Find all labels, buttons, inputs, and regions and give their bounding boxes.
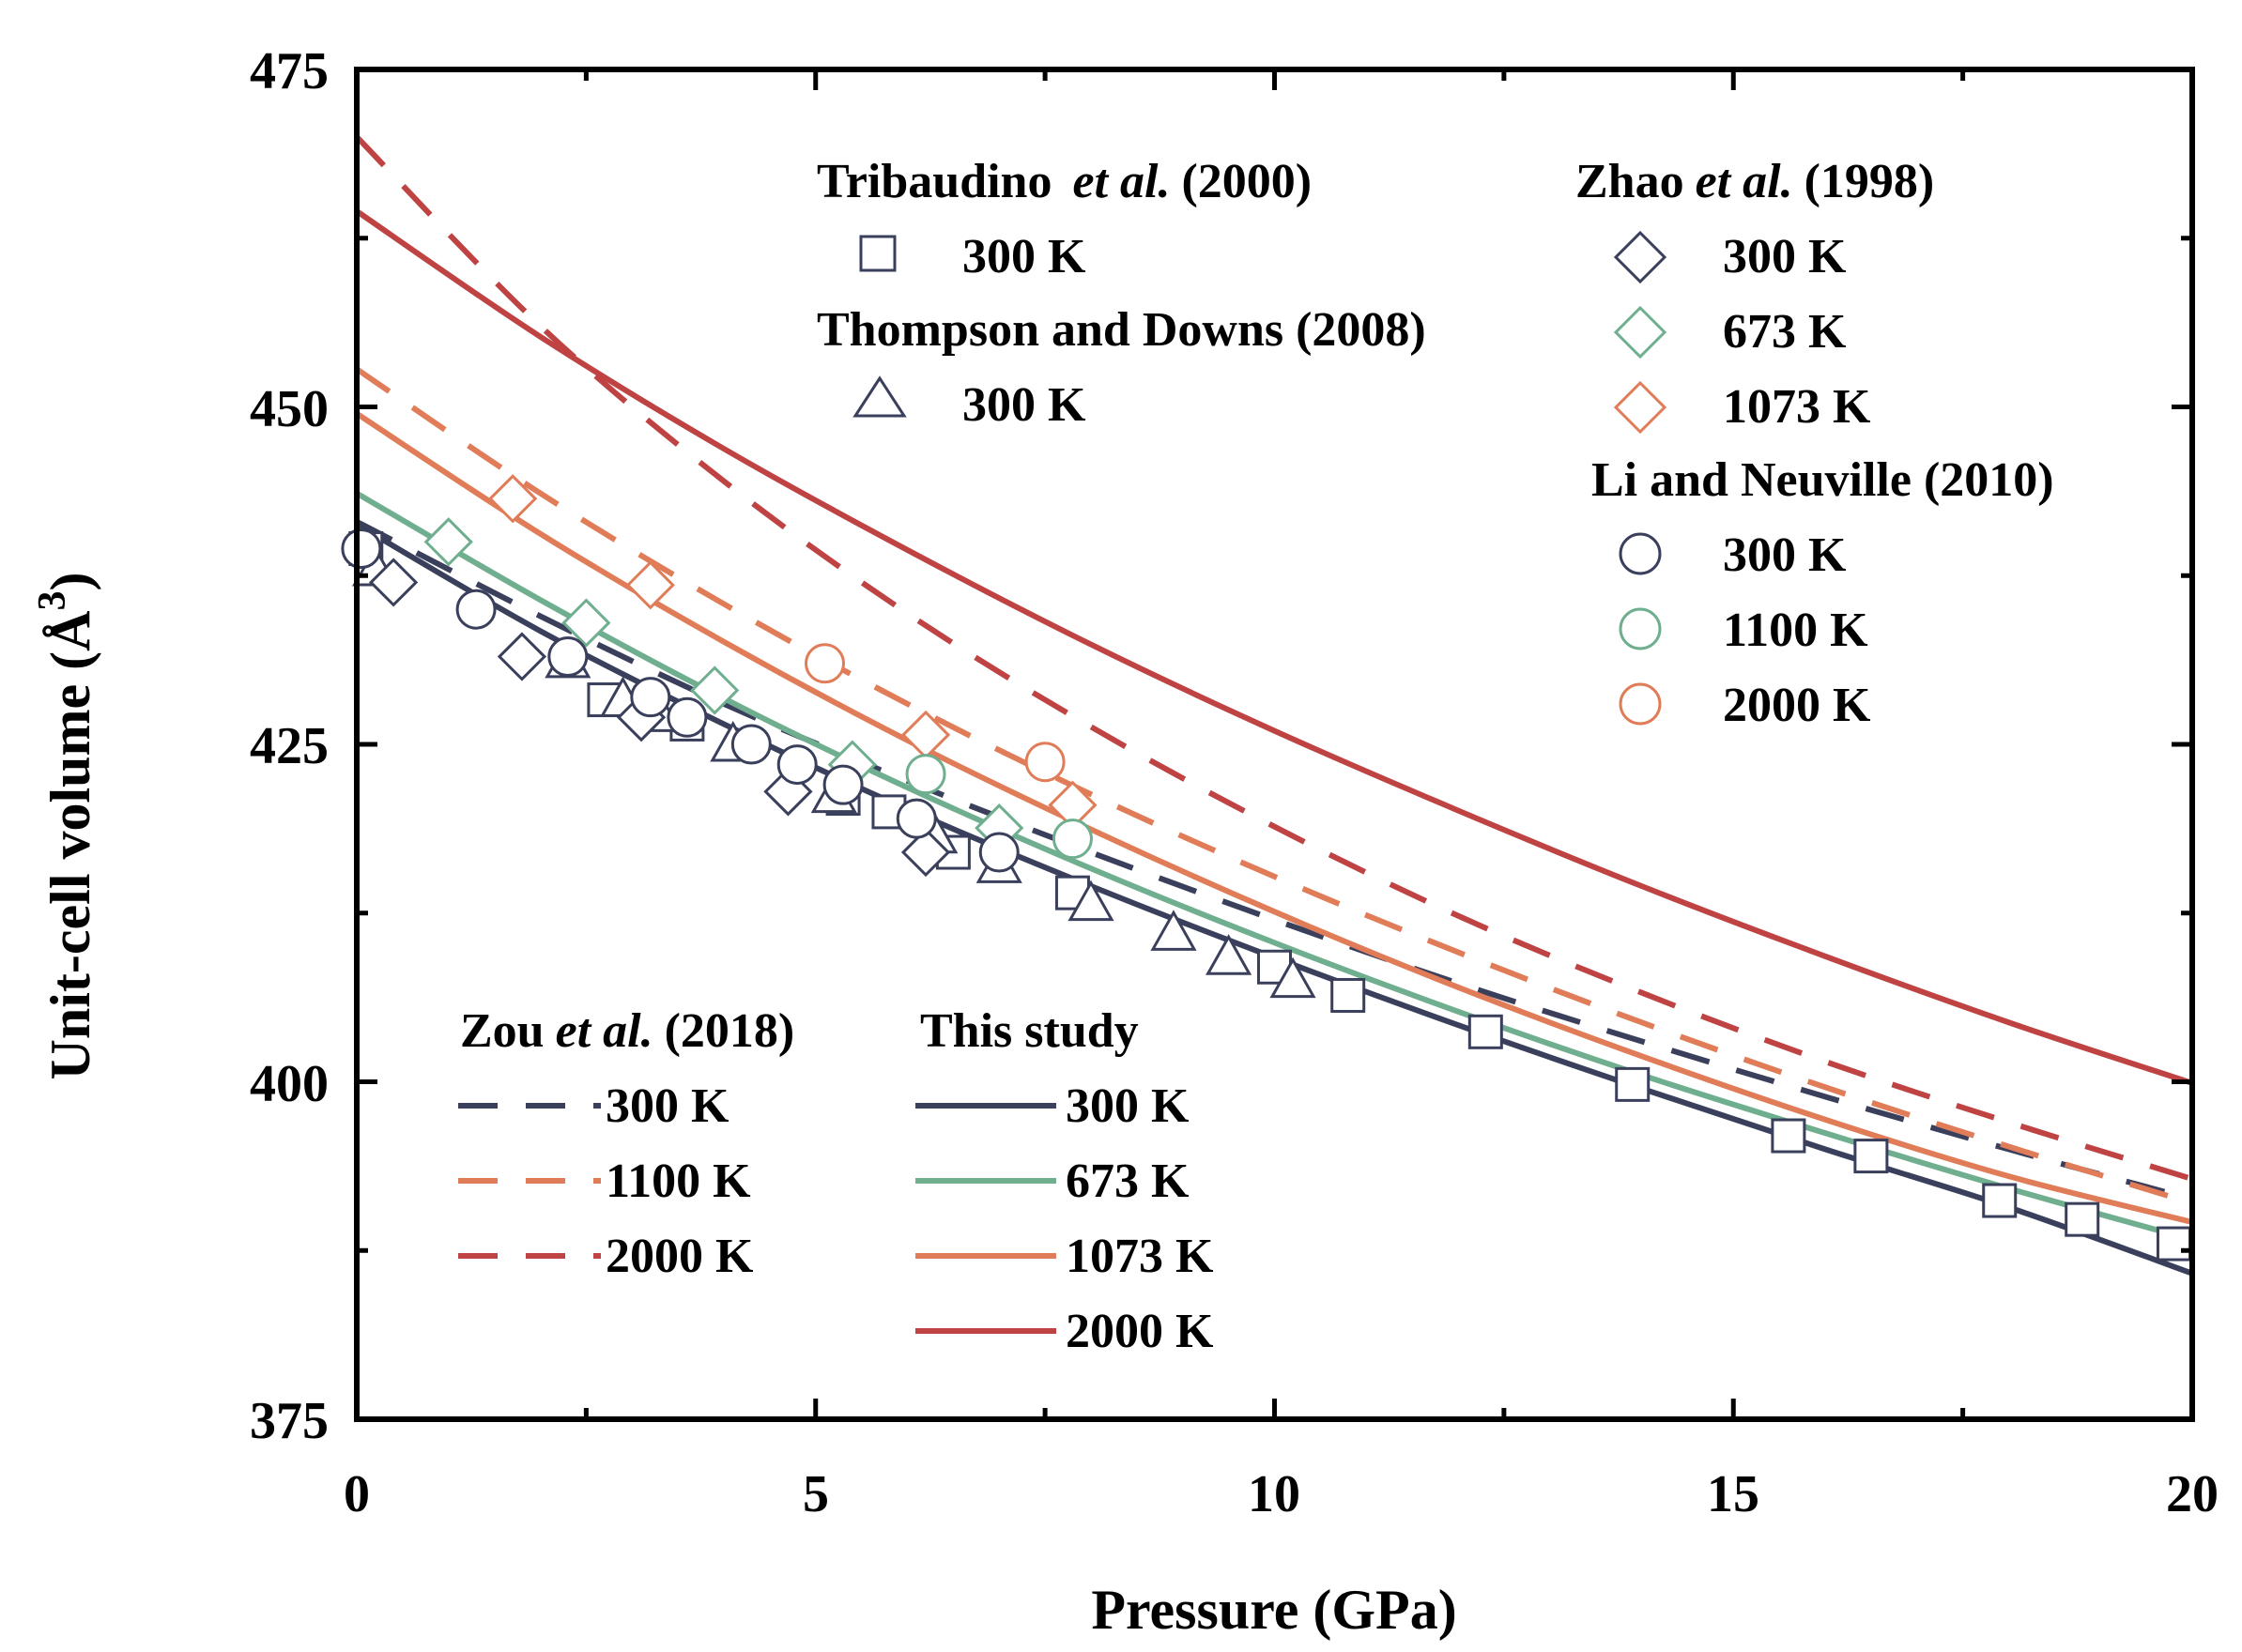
x-tick-label: 15 — [1707, 1465, 1759, 1523]
legend-label: 1073 K — [1723, 380, 1871, 434]
data-point-square — [1982, 1183, 2018, 1218]
legend-label: 1100 K — [606, 1155, 751, 1208]
y-axis-title: Unit-cell volume (Å3) — [31, 573, 101, 1080]
data-point-diamond — [497, 632, 547, 681]
legend-label: 300 K — [1723, 230, 1847, 283]
data-point-diamond — [368, 558, 419, 607]
data-point-square — [1467, 1014, 1503, 1049]
series-line-this-study-2000-k — [355, 208, 2193, 1086]
data-point-square — [1853, 1139, 1889, 1174]
series-line-zou-et-al-2018-300-k — [355, 519, 2193, 1202]
legend-label: 1100 K — [1723, 604, 1868, 657]
x-tick-label: 0 — [344, 1465, 370, 1523]
circle-marker-icon — [1619, 682, 1662, 726]
legend-top-right: Zhao et al. (1998) 300 K 673 K 1073 K Li a… — [1575, 155, 2054, 732]
data-point-square — [1330, 977, 1366, 1013]
y-tick-label: 425 — [250, 717, 329, 775]
legend-label: 2000 K — [1066, 1305, 1214, 1358]
legend-label: 300 K — [1066, 1079, 1190, 1133]
triangle-marker-icon — [852, 375, 907, 418]
data-point-circle — [455, 589, 497, 630]
x-axis-title: Pressure (GPa) — [1091, 1579, 1456, 1641]
y-tick-label: 450 — [250, 380, 329, 438]
data-point-diamond — [423, 517, 473, 567]
data-point-triangle — [1067, 880, 1114, 922]
data-markers — [341, 474, 2191, 1262]
legend-title-zhao: Zhao et al. (1998) — [1575, 155, 1934, 208]
data-point-circle — [776, 744, 818, 786]
legend-label: 300 K — [1723, 528, 1847, 582]
data-point-circle — [730, 724, 772, 765]
data-point-triangle — [1150, 910, 1197, 951]
legend-bottom: Zou et al. (2018) 300 K 1100 K 2000 K This… — [458, 1004, 1214, 1358]
data-point-diamond — [488, 474, 538, 524]
legend-title-zou: Zou et al. (2018) — [460, 1004, 794, 1058]
legend-label: 673 K — [1723, 305, 1847, 359]
y-tick-label: 400 — [250, 1055, 329, 1113]
data-point-circle — [805, 643, 846, 684]
data-point-triangle — [1205, 934, 1252, 975]
data-point-circle — [630, 677, 671, 718]
data-point-circle — [978, 832, 1020, 873]
legend-label: 2000 K — [1723, 679, 1871, 732]
data-point-square — [1615, 1066, 1651, 1102]
x-tick-label: 10 — [1248, 1465, 1300, 1523]
data-point-diamond — [561, 598, 611, 648]
x-tick-labels: 0 5 10 15 20 — [344, 1465, 2219, 1523]
data-point-square — [2065, 1201, 2100, 1237]
y-tick-labels: 375 400 425 450 475 — [250, 42, 329, 1450]
x-tick-label: 20 — [2166, 1465, 2219, 1523]
legend-label: 673 K — [1066, 1155, 1190, 1208]
y-tick-label: 475 — [250, 42, 329, 100]
data-point-circle — [896, 798, 937, 839]
data-point-circle — [341, 528, 382, 569]
legend-label: 300 K — [962, 378, 1086, 432]
y-tick-label: 375 — [250, 1392, 329, 1450]
axis-ticks — [354, 67, 2195, 1422]
diamond-marker-icon — [1613, 380, 1667, 435]
legend-label: 300 K — [962, 230, 1086, 283]
legend-title-li: Li and Neuville (2010) — [1591, 453, 2054, 507]
legend-title-tribaudino: Tribaudino et al. (2000) — [817, 155, 1312, 208]
data-point-square — [1771, 1118, 1806, 1154]
data-point-diamond — [625, 560, 675, 610]
x-tick-label: 5 — [803, 1465, 829, 1523]
data-point-circle — [905, 754, 946, 795]
legend-top-left: Tribaudino et al. (2000) 300 K Thompson an… — [817, 155, 1426, 432]
data-point-square — [2156, 1226, 2191, 1262]
data-point-diamond — [690, 665, 740, 715]
legend-label: 2000 K — [606, 1230, 754, 1283]
data-point-circle — [1052, 818, 1093, 860]
diamond-marker-icon — [1613, 305, 1667, 359]
data-point-circle — [822, 764, 864, 805]
data-point-circle — [1024, 742, 1066, 783]
square-marker-icon — [859, 235, 897, 272]
legend-label: 300 K — [606, 1079, 729, 1133]
data-point-circle — [547, 636, 589, 678]
legend-label: 1073 K — [1066, 1230, 1214, 1283]
circle-marker-icon — [1619, 532, 1662, 575]
legend-title-this-study: This study — [920, 1004, 1139, 1058]
circle-marker-icon — [1619, 607, 1662, 650]
data-point-diamond — [900, 827, 951, 878]
data-point-triangle — [1269, 956, 1316, 999]
data-point-circle — [667, 696, 708, 738]
diamond-marker-icon — [1613, 230, 1667, 284]
legend-title-thompson: Thompson and Downs (2008) — [817, 303, 1426, 357]
